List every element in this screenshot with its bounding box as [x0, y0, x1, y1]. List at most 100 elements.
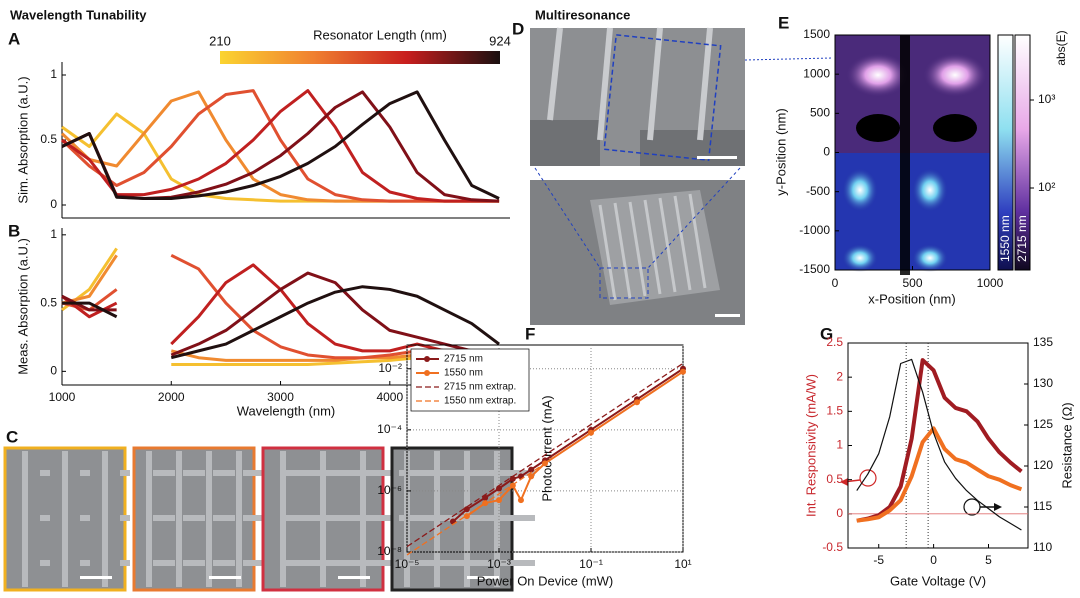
sem-stub: [429, 515, 475, 521]
legend-label: 1550 nm: [444, 368, 483, 379]
x-tick-label: 500: [902, 276, 922, 290]
y-tick-label: 0: [823, 145, 830, 159]
data-point: [517, 497, 524, 504]
sem-image: [261, 446, 400, 592]
colorbar-tick-label: 210: [209, 33, 231, 48]
x-tick-label: 0: [930, 553, 937, 567]
x-tick-label: 10¹: [674, 557, 691, 571]
y2-tick-label: 130: [1033, 376, 1053, 390]
y-tick-label: 0.5: [826, 472, 843, 486]
y-tick-label: 2: [836, 369, 843, 383]
x-tick-label: -5: [873, 553, 884, 567]
colorbar-title: Resonator Length (nm): [313, 27, 447, 42]
map-label: 2715 nm: [1015, 215, 1029, 262]
sem-image-top: [530, 27, 745, 166]
sem-stub: [183, 560, 205, 566]
y-axis-label: Int. Responsivity (mA/W): [803, 374, 818, 517]
x-tick-label: 5: [985, 553, 992, 567]
series-line: [62, 285, 500, 360]
sem-stub: [120, 560, 130, 566]
colorbar-tick-label: 924: [489, 33, 511, 48]
series-line: [856, 358, 1022, 531]
sem-stub: [40, 470, 50, 476]
legend-label: 2715 nm: [444, 354, 483, 365]
sem-image: [3, 446, 130, 592]
colorbar-tick-label: 10³: [1038, 92, 1055, 106]
colorbar-title: abs(E): [1054, 30, 1068, 65]
scale-bar: [80, 576, 112, 579]
sem-bar: [62, 451, 68, 587]
sem-stub: [459, 560, 505, 566]
sem-stub: [243, 515, 265, 521]
y-tick-label: 1500: [803, 27, 830, 41]
series-line: [61, 90, 500, 203]
sem-bar: [280, 451, 286, 587]
y2-tick-label: 110: [1033, 540, 1052, 554]
y-axis-label: Sim. Absorption (a.U.): [15, 76, 30, 203]
x-tick-label: 10⁻³: [487, 557, 511, 571]
sem-stub: [120, 515, 130, 521]
heading: Multiresonance: [535, 7, 630, 22]
y-tick-label: 0: [836, 506, 843, 520]
data-point: [463, 506, 470, 513]
sem-stub: [153, 560, 175, 566]
sem-bar: [176, 451, 182, 587]
sem-stub: [153, 470, 175, 476]
heading: Wavelength Tunability: [10, 7, 147, 22]
sem-stub: [489, 470, 535, 476]
colorbar: [220, 51, 500, 64]
sem-stub: [80, 515, 90, 521]
sem-stub: [80, 470, 90, 476]
sem-stub: [326, 515, 360, 521]
y-tick-label: -500: [806, 184, 830, 198]
plot: 0 0.5 1 Sim. Absorption (a.U.) Resonator Len…: [15, 27, 511, 219]
x-axis-label: Wavelength (nm): [237, 403, 336, 418]
data-point: [509, 475, 516, 482]
sem-stub: [286, 515, 320, 521]
y-tick-label: -1000: [799, 223, 830, 237]
x-tick-label: 2000: [158, 390, 185, 404]
sem-stub: [40, 560, 50, 566]
y-axis-label: y-Position (nm): [773, 108, 788, 195]
sem-stub: [213, 560, 235, 566]
legend-swatch: [424, 370, 430, 376]
zoom-lines: [534, 57, 833, 269]
sem-stub: [399, 560, 445, 566]
annotations: [840, 469, 1002, 516]
x-axis-label: Gate Voltage (V): [890, 573, 986, 588]
y-axis-label: Meas. Absorption (a.U.): [15, 238, 30, 375]
sem-stub: [399, 515, 445, 521]
scale-bar: [209, 576, 241, 579]
panel-letter: D: [512, 19, 524, 38]
sem-stub: [429, 470, 475, 476]
x-tick-label: 10⁻¹: [579, 557, 603, 571]
y-axis-label: Photocurrent (mA): [539, 395, 554, 501]
series-line: [61, 263, 500, 360]
sem-bar: [102, 451, 108, 587]
y-tick-label: 10⁻²: [378, 361, 402, 375]
series-line: [61, 89, 500, 203]
sem-stub: [366, 515, 400, 521]
sem-stub: [286, 470, 320, 476]
x-tick-label: 10⁻⁵: [395, 557, 420, 571]
series-line: [406, 371, 684, 556]
data-point: [528, 473, 535, 480]
panel-letter: F: [525, 324, 535, 343]
sem-stub: [183, 515, 205, 521]
field-map: [834, 34, 1031, 275]
y-tick-label: 1: [50, 67, 57, 81]
sem-bar: [320, 451, 326, 587]
plot: 10⁻⁸ 10⁻⁶ 10⁻⁴ 10⁻² 10⁻⁵ 10⁻³ 10⁻¹ 10¹ Photocurr…: [377, 344, 692, 588]
y2-tick-label: 120: [1033, 458, 1053, 472]
panel-letter: C: [6, 427, 18, 446]
y-tick-label: 10⁻⁶: [377, 483, 402, 497]
sem-bar: [206, 451, 212, 587]
sem-stub: [40, 515, 50, 521]
sem-stub: [459, 515, 505, 521]
y-tick-label: 1: [836, 438, 843, 452]
sem-stub: [366, 470, 400, 476]
x-tick-label: 1000: [977, 276, 1004, 290]
x-tick-label: 0: [832, 276, 839, 290]
series-line: [60, 89, 500, 203]
